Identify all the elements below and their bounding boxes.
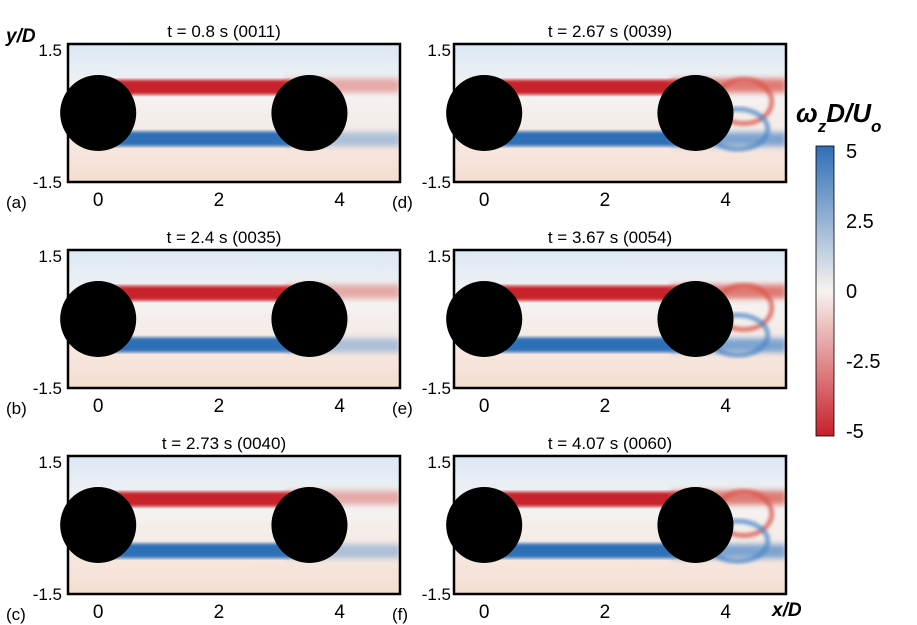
panel-label: (f)	[392, 605, 408, 624]
shear-layer-top	[487, 285, 678, 301]
panel-label: (b)	[6, 399, 27, 418]
panel-label: (c)	[6, 605, 26, 624]
y-tick-label: 1.5	[427, 453, 451, 472]
panels-group: t = 0.8 s (0011) 1.5 -1.5 0 2 4 (a) t = 2.67 s …	[6, 22, 788, 624]
shear-layer-bottom	[487, 337, 678, 353]
x-tick-label: 0	[479, 396, 490, 417]
cylinder	[60, 74, 137, 152]
shear-layer-bottom	[487, 543, 678, 559]
plot-frame	[452, 248, 788, 390]
colorbar-tick-label: 2.5	[846, 211, 874, 233]
cylinder	[271, 74, 348, 152]
shear-layer-bottom	[101, 337, 292, 353]
panel-title: t = 4.07 s (0060)	[548, 434, 672, 453]
x-tick-label: 2	[600, 190, 611, 211]
shear-layer-top	[101, 285, 292, 301]
x-axis-label: x/D	[771, 600, 802, 621]
cylinder	[657, 486, 734, 564]
shear-layer-top	[487, 491, 678, 507]
panel-a: t = 0.8 s (0011) 1.5 -1.5 0 2 4 (a)	[6, 22, 402, 212]
x-tick-label: 4	[720, 190, 731, 211]
y-tick-label: 1.5	[38, 247, 62, 266]
x-tick-label: 4	[720, 396, 731, 417]
panel-d: t = 2.67 s (0039) 1.5 -1.5 0 2 4 (d)	[392, 22, 788, 212]
colorbar-tick-label: -5	[846, 421, 864, 443]
cylinder	[271, 486, 348, 564]
plot-frame	[452, 454, 788, 596]
panel-title: t = 3.67 s (0054)	[548, 228, 672, 247]
panel-b: t = 2.4 s (0035) 1.5 -1.5 0 2 4 (b)	[6, 228, 402, 418]
panel-title: t = 2.73 s (0040)	[162, 434, 286, 453]
y-tick-label: -1.5	[33, 585, 62, 604]
x-tick-label: 0	[479, 190, 490, 211]
cylinder	[657, 74, 734, 152]
y-tick-label: 1.5	[427, 247, 451, 266]
colorbar-tick-label: 5	[846, 141, 857, 163]
panel-label: (e)	[392, 399, 413, 418]
x-tick-label: 4	[334, 396, 345, 417]
shear-layer-bottom	[101, 131, 292, 147]
shear-layer-bottom	[101, 543, 292, 559]
x-tick-label: 4	[334, 190, 345, 211]
plot-frame	[66, 248, 402, 390]
x-tick-label: 2	[600, 602, 611, 623]
panel-f: t = 4.07 s (0060) 1.5 -1.5 0 2 4 (f)	[392, 434, 788, 624]
shear-layer-top	[487, 79, 678, 95]
y-tick-label: 1.5	[427, 41, 451, 60]
plot-frame	[66, 454, 402, 596]
cylinder	[446, 486, 523, 564]
shear-layer-top	[101, 79, 292, 95]
x-tick-label: 4	[334, 602, 345, 623]
plot-frame	[66, 42, 402, 184]
y-tick-label: -1.5	[33, 173, 62, 192]
panel-c: t = 2.73 s (0040) 1.5 -1.5 0 2 4 (c)	[6, 434, 402, 624]
cylinder	[60, 486, 137, 564]
x-tick-label: 2	[214, 190, 225, 211]
panel-title: t = 2.4 s (0035)	[167, 228, 282, 247]
shear-layer-top	[101, 491, 292, 507]
y-tick-label: 1.5	[38, 453, 62, 472]
cylinder	[446, 74, 523, 152]
panel-label: (a)	[6, 193, 27, 212]
x-tick-label: 0	[93, 190, 104, 211]
panel-title: t = 2.67 s (0039)	[548, 22, 672, 41]
colorbar-label: ωzD/Uo	[796, 98, 881, 136]
x-tick-label: 0	[479, 602, 490, 623]
x-tick-label: 4	[720, 602, 731, 623]
cylinder	[60, 280, 137, 358]
colorbar: ωzD/Uo 5 2.5 0 -2.5 -5	[796, 98, 881, 443]
y-axis-label: y/D	[5, 26, 36, 47]
panel-title: t = 0.8 s (0011)	[167, 22, 281, 41]
plot-frame	[452, 42, 788, 184]
panel-label: (d)	[392, 193, 413, 212]
x-tick-label: 0	[93, 396, 104, 417]
panel-e: t = 3.67 s (0054) 1.5 -1.5 0 2 4 (e)	[392, 228, 788, 418]
y-tick-label: 1.5	[38, 41, 62, 60]
cylinder	[271, 280, 348, 358]
x-tick-label: 2	[214, 396, 225, 417]
colorbar-tick-label: 0	[846, 281, 857, 303]
cylinder	[446, 280, 523, 358]
x-tick-label: 2	[600, 396, 611, 417]
x-tick-label: 2	[214, 602, 225, 623]
y-tick-label: -1.5	[422, 379, 451, 398]
colorbar-ticks: 5 2.5 0 -2.5 -5	[846, 141, 880, 443]
y-tick-label: -1.5	[422, 173, 451, 192]
y-tick-label: -1.5	[422, 585, 451, 604]
y-tick-label: -1.5	[33, 379, 62, 398]
cylinder	[657, 280, 734, 358]
shear-layer-bottom	[487, 131, 678, 147]
colorbar-gradient	[815, 145, 835, 437]
colorbar-tick-label: -2.5	[846, 351, 880, 373]
x-tick-label: 0	[93, 602, 104, 623]
